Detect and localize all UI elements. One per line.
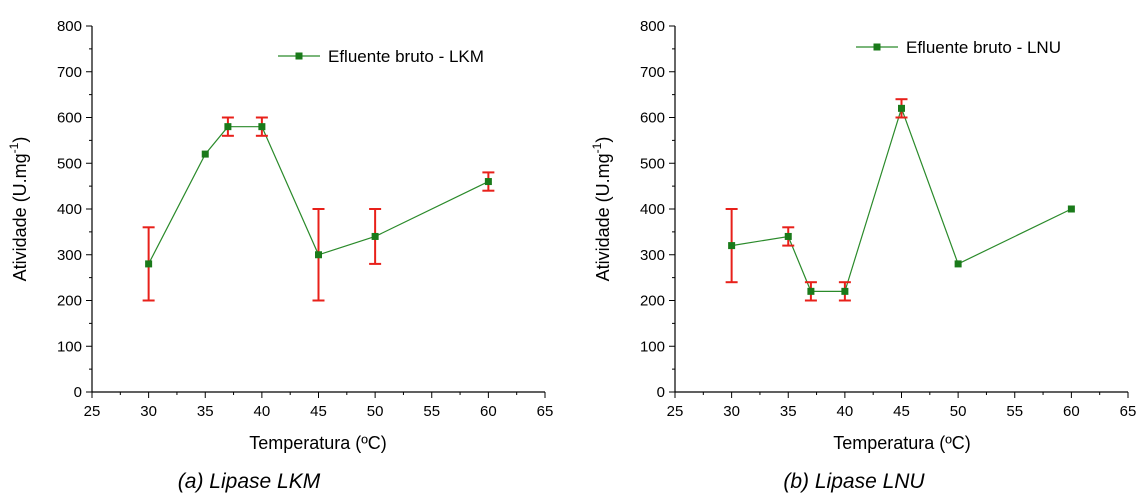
chart-b-x-tick-label: 25	[667, 403, 684, 420]
chart-a-x-tick-label: 40	[254, 403, 271, 420]
chart-a-y-tick-label: 800	[57, 18, 82, 35]
legend-label: Efluente bruto - LKM	[328, 47, 484, 66]
chart-a-data-point	[258, 123, 266, 131]
chart-a-y-axis-title: Atividade (U.mg-1)	[7, 137, 30, 282]
chart-a-x-tick-label: 55	[423, 403, 440, 420]
chart-b-y-tick-label: 500	[640, 155, 665, 172]
chart-a-data-point	[315, 251, 322, 259]
chart-b-x-tick-label: 65	[1120, 403, 1137, 420]
chart-b-x-tick-label: 35	[780, 403, 797, 420]
chart-a: 25 30 35 40 45 50 55 60 65 0 100 200 300 400 500 600 700…	[7, 18, 553, 493]
chart-b-data-point	[1067, 205, 1075, 213]
chart-a-x-tick-label: 30	[140, 403, 157, 420]
chart-b: 25 30 35 40 45 50 55 60 65 0 100 200 300 400 500 600 700…	[590, 18, 1136, 493]
chart-b-x-tick-label: 40	[837, 403, 854, 420]
chart-b-x-tick-label: 45	[893, 403, 910, 420]
chart-b-y-tick-label: 400	[640, 201, 665, 218]
chart-b-series-line	[731, 106, 1072, 292]
chart-a-x-tick-label: 45	[310, 403, 327, 420]
chart-b-y-tick-label: 300	[640, 247, 665, 264]
chart-b-legend: Efluente bruto - LNU	[856, 38, 1061, 57]
chart-b-data-point	[841, 287, 849, 295]
chart-b-x-tick-label: 60	[1063, 403, 1080, 420]
chart-b-y-tick-label: 200	[640, 293, 665, 310]
chart-a-legend: Efluente bruto - LKM	[278, 47, 484, 66]
chart-a-data-point	[371, 232, 379, 240]
chart-a-y-tick-label: 400	[57, 201, 82, 218]
chart-a-x-tick-label: 65	[537, 403, 554, 420]
chart-a-y-tick-label: 500	[57, 155, 82, 172]
chart-a-x-tick-label: 35	[197, 403, 214, 420]
chart-a-x-tick-label: 60	[480, 403, 497, 420]
chart-a-y-tick-label: 300	[57, 247, 82, 264]
legend-marker	[873, 43, 881, 51]
chart-a-data-point	[201, 150, 209, 158]
chart-b-data-point	[807, 287, 815, 295]
chart-a-y-tick-label: 0	[74, 384, 82, 401]
chart-a-caption: (a) Lipase LKM	[178, 470, 321, 493]
chart-a-y-tick-label: 600	[57, 110, 82, 127]
chart-a-y-tick-label: 100	[57, 338, 82, 355]
legend-marker	[295, 52, 303, 60]
chart-b-x-tick-label: 30	[723, 403, 740, 420]
chart-a-y-tick-label: 200	[57, 293, 82, 310]
chart-a-data-point	[484, 178, 492, 186]
chart-a-x-tick-label: 50	[367, 403, 384, 420]
chart-b-data-point	[898, 104, 905, 112]
chart-b-y-tick-label: 700	[640, 64, 665, 81]
chart-b-y-axis-title: Atividade (U.mg-1)	[590, 137, 613, 282]
chart-b-y-tick-label: 0	[657, 384, 665, 401]
chart-a-x-axis-title: Temperatura (ºC)	[249, 433, 387, 453]
chart-b-caption: (b) Lipase LNU	[783, 470, 925, 493]
chart-b-data-point	[954, 260, 962, 268]
chart-b-y-tick-label: 100	[640, 338, 665, 355]
chart-a-x-tick-label: 25	[84, 403, 101, 420]
legend-label: Efluente bruto - LNU	[906, 38, 1061, 57]
chart-a-y-tick-label: 700	[57, 64, 82, 81]
chart-b-y-tick-label: 600	[640, 110, 665, 127]
chart-b-y-tick-label: 800	[640, 18, 665, 35]
chart-b-data-point	[728, 242, 736, 250]
chart-a-data-point	[145, 260, 153, 268]
chart-b-x-tick-label: 55	[1006, 403, 1023, 420]
chart-b-x-axis-title: Temperatura (ºC)	[833, 433, 971, 453]
chart-a-data-point	[224, 123, 232, 131]
chart-b-data-point	[784, 232, 792, 240]
chart-b-x-tick-label: 50	[950, 403, 967, 420]
